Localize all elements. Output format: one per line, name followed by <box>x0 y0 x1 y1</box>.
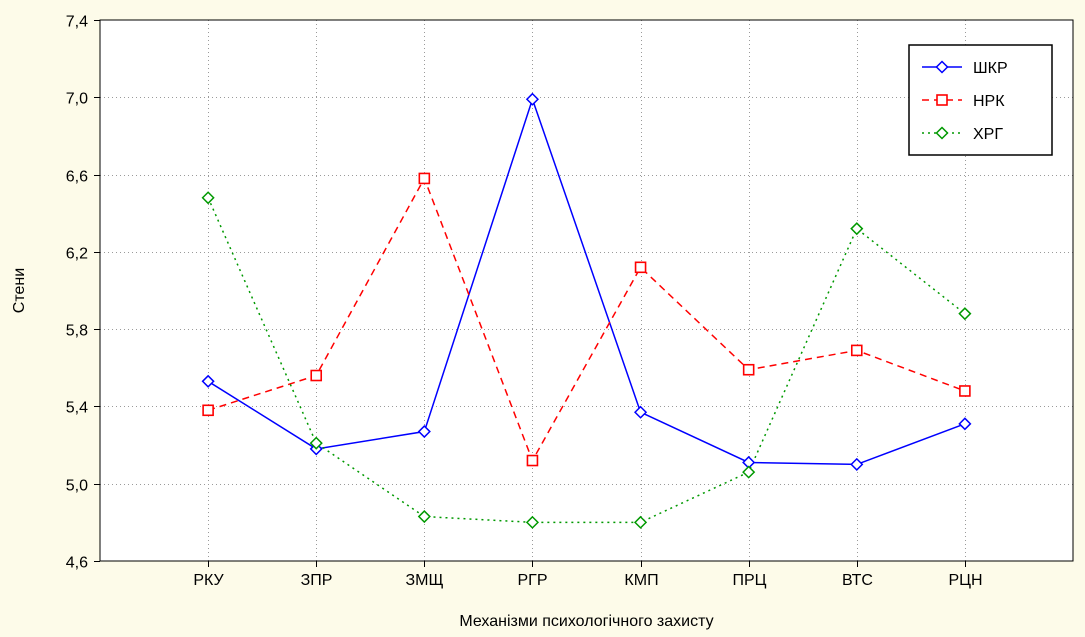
data-point <box>201 191 215 205</box>
data-point <box>309 436 323 450</box>
x-axis-ticks: РКУ ЗПР ЗМЩ РГР КМП ПРЦ ВТС РЦН <box>193 561 983 589</box>
x-tick-label: РКУ <box>193 572 224 589</box>
data-point <box>525 92 540 106</box>
legend-marker <box>935 126 949 140</box>
series-line <box>207 96 966 466</box>
y-tick-label: 5,0 <box>66 478 88 495</box>
data-point <box>633 515 648 529</box>
data-point <box>201 374 215 388</box>
y-tick-label: 7,4 <box>66 14 88 31</box>
y-tick-label: 7,0 <box>66 91 88 108</box>
legend: ШКР НРК ХРГ <box>908 44 1053 156</box>
data-point <box>634 261 647 274</box>
legend-label: ХРГ <box>973 126 1003 143</box>
y-tick-label: 6,2 <box>66 246 88 263</box>
data-markers <box>201 92 972 529</box>
data-point <box>742 465 756 479</box>
y-tick-label: 5,8 <box>66 323 88 340</box>
data-point <box>958 307 972 321</box>
data-point <box>850 344 863 357</box>
x-axis-title: Механізми психологічного захисту <box>459 613 713 630</box>
data-point <box>526 454 539 467</box>
plot-frame <box>99 19 1074 562</box>
x-tick-label: РГР <box>517 572 547 589</box>
x-tick-label: ВТС <box>842 572 873 589</box>
x-tick-label: ПРЦ <box>732 572 766 589</box>
data-point <box>742 363 755 376</box>
y-axis-title: Стени <box>11 268 28 313</box>
data-point <box>633 405 648 419</box>
legend-marker <box>935 60 949 74</box>
y-tick-label: 6,6 <box>66 169 88 186</box>
data-point <box>417 510 431 524</box>
y-tick-label: 5,4 <box>66 400 88 417</box>
data-point <box>202 404 214 417</box>
data-point <box>525 515 540 529</box>
data-point <box>310 369 323 382</box>
series-lines <box>207 96 966 524</box>
data-point <box>850 222 864 236</box>
x-tick-label: РЦН <box>948 572 982 589</box>
y-tick-label: 4,6 <box>66 555 88 572</box>
data-point <box>417 424 431 439</box>
data-point <box>958 417 972 431</box>
x-tick-label: КМП <box>624 572 658 589</box>
y-axis-ticks: 4,6 5,0 5,4 5,8 6,2 6,6 7,0 7,4 <box>66 14 100 572</box>
series-line <box>207 197 966 524</box>
legend-marker <box>936 94 948 106</box>
legend-label: НРК <box>973 93 1005 110</box>
x-tick-label: ЗПР <box>301 572 333 589</box>
legend-label: ШКР <box>973 60 1008 77</box>
data-point <box>850 457 864 471</box>
legend-box <box>908 44 1053 156</box>
data-point <box>959 385 971 397</box>
data-point <box>418 172 431 185</box>
x-tick-label: ЗМЩ <box>406 572 444 589</box>
